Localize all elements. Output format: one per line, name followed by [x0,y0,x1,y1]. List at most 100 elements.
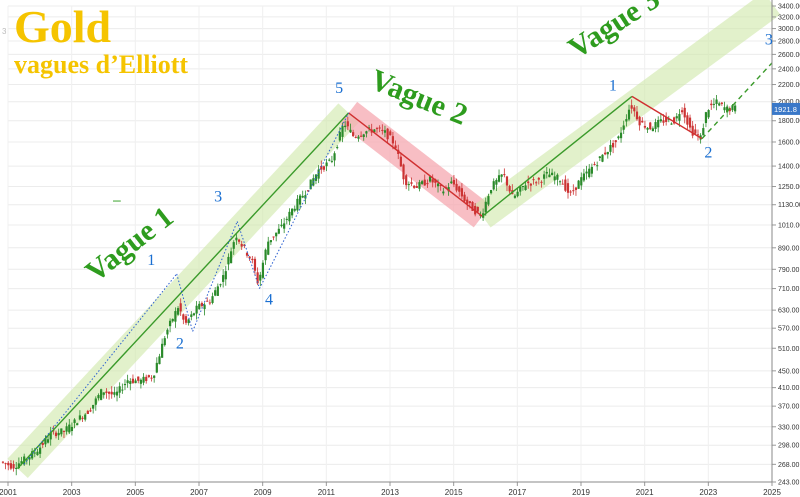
candle-body [617,136,620,139]
y-tick-label: 890.00 [778,245,800,252]
candle-body [702,128,705,136]
candle-body [317,169,320,179]
candle-body [4,463,7,465]
candle-body [190,314,193,317]
y-tick-label: 1010.00 [778,222,800,229]
candle-body [352,132,355,137]
candle-body [391,136,395,144]
candle-body [275,232,278,237]
y-tick-label: 1800.00 [778,118,800,125]
y-tick-label: 790.00 [778,267,800,274]
candle-body [115,391,119,396]
candle-body [70,426,74,432]
candle-body [107,391,111,394]
x-tick-label: 2015 [445,488,463,497]
candle-body [44,438,47,445]
candle-body [564,179,567,191]
trend-line-red [631,95,703,140]
candle-body [550,172,554,176]
y-tick-label: 2800.00 [778,39,800,46]
candle-body [150,377,153,379]
candle-body [503,174,506,176]
y-tick-label: 450.00 [778,368,800,375]
candle-body [654,122,657,129]
x-tick-label: 2003 [63,488,81,497]
candle-body [466,199,469,204]
candle-body [208,302,211,304]
x-tick-label: 2023 [699,488,717,497]
candle-body [36,451,39,456]
candle-body [344,125,347,127]
candle-body [251,258,254,261]
candle-body [688,117,692,128]
candle-body [495,179,498,185]
candle-body [139,379,143,384]
candle-body [171,318,174,322]
count-label: 3 [214,189,222,206]
candle-body [734,105,737,112]
candle-body [683,107,686,118]
candle-body [354,136,357,138]
trend-line-blue [23,273,178,465]
candle-body [657,119,660,128]
candle-body [537,177,540,180]
candle-body [410,182,413,184]
candle-body [580,177,583,186]
candle-body [418,182,421,189]
candle-body [524,185,527,191]
candle-body [378,127,381,129]
candle-body [346,121,349,127]
candle-body [675,116,678,119]
candle-body [206,300,209,302]
candle-body [309,179,312,190]
candle-body [240,244,243,247]
candle-body [548,174,551,178]
candle-body [630,105,633,109]
candle-body [232,242,235,249]
candle-body [161,343,164,358]
candle-body [338,132,341,141]
candle-body [84,414,87,420]
candle-body [15,467,18,470]
candle-body [593,164,596,166]
trend-line-blue [176,273,194,332]
x-tick-label: 2011 [318,488,336,497]
candle-body [442,191,445,194]
count-label: 3 [765,31,773,48]
candle-body [375,128,379,130]
candle-body [649,122,652,130]
candle-body [214,290,217,296]
trend-line-blue [236,221,260,289]
candle-body [558,181,562,183]
candle-body [192,313,196,316]
candle-body [394,145,397,149]
candle-body [330,160,334,162]
candle-body [38,447,42,454]
candle-body [92,404,95,409]
wave-label: Vague 3 [563,0,666,65]
candle-body [163,338,166,346]
candle-body [222,275,225,282]
candle-body [235,237,238,241]
chart-subtitle: vagues d’Elliott [14,50,189,79]
candle-body [33,452,36,454]
candle-body [73,419,76,423]
candle-body [7,462,10,466]
candle-body [609,144,612,152]
y-tick-label: 243.00 [778,480,800,487]
candle-body [110,391,113,395]
candle-body [405,175,408,186]
candle-body [553,176,556,181]
candle-body [638,116,641,126]
candle-body [325,162,328,167]
candle-body [17,463,20,468]
y-tick-label: 2600.00 [778,52,800,59]
candle-body [1,461,5,463]
candle-body [516,191,519,197]
candle-body [78,415,81,420]
candle-body [598,156,601,159]
y-tick-label: 710.00 [778,286,800,293]
x-tick-label: 2013 [381,488,399,497]
candle-body [187,319,190,324]
candle-body [261,262,265,278]
